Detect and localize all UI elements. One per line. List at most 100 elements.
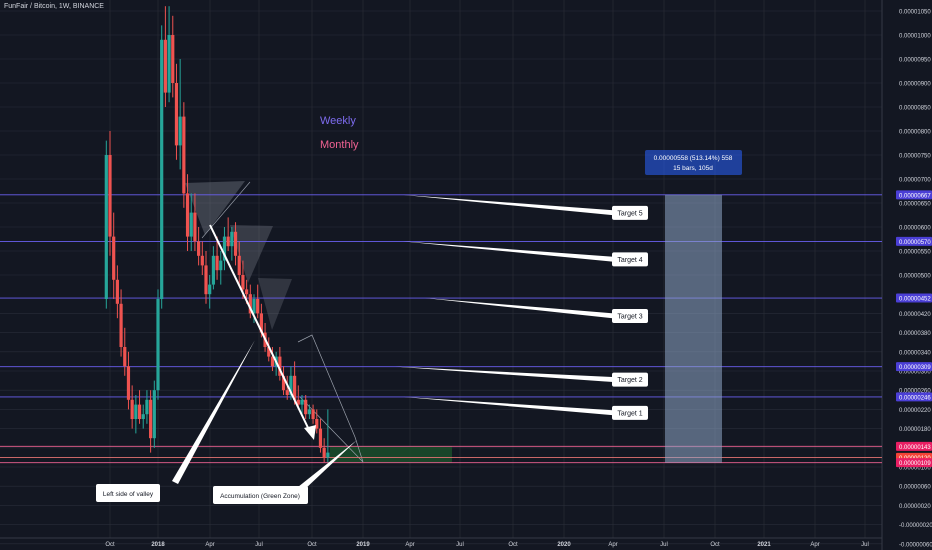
level-price-tag — [896, 293, 932, 303]
y-tick-label: 0.00000750 — [899, 154, 931, 160]
level-price-tag — [896, 190, 932, 200]
target-label: Target 3 — [617, 314, 642, 321]
candle-body — [215, 255, 219, 271]
y-tick-label: 0.00000500 — [899, 274, 931, 280]
y-tick-label: -0.00000060 — [899, 542, 932, 548]
x-tick-label: Oct — [105, 542, 115, 548]
target-label: Target 1 — [617, 410, 642, 417]
y-tick-label: 0.00000420 — [899, 312, 931, 318]
target-box — [612, 205, 648, 220]
candle-body — [296, 399, 300, 405]
target-pointer — [425, 298, 615, 319]
candle-body — [141, 414, 145, 419]
x-tick-label: 2019 — [356, 542, 370, 548]
x-tick-label: Apr — [608, 542, 617, 548]
candle-body — [204, 265, 208, 295]
y-tick-label: 0.00000380 — [899, 331, 931, 337]
candle-body — [123, 347, 127, 367]
annotation-pointer — [298, 440, 357, 490]
candle-body — [208, 284, 212, 295]
projection-measure-text: 0.00000558 (513.14%) 558 — [654, 155, 733, 162]
candle-body — [189, 212, 193, 237]
y-tick-label: 0.00000650 — [899, 202, 931, 208]
wedge-outline — [297, 334, 364, 463]
y-tick-label: 0.00000220 — [899, 408, 931, 414]
x-tick-label: Jul — [861, 542, 869, 548]
y-tick-label: 0.00000600 — [899, 226, 931, 232]
target-pointer — [403, 194, 615, 216]
x-tick-label: Apr — [810, 542, 819, 548]
level-price-tag — [896, 236, 932, 246]
x-tick-label: Jul — [255, 542, 263, 548]
candle-body — [289, 375, 293, 395]
y-tick-label: 0.00000900 — [899, 82, 931, 88]
target-box — [612, 309, 648, 324]
candle-body — [119, 303, 123, 347]
candle-body — [256, 299, 260, 314]
candle-body — [160, 39, 164, 300]
candle-body — [200, 255, 204, 266]
candle-body — [226, 236, 230, 247]
projection-bars-text: 15 bars, 105d — [673, 165, 713, 172]
candle-body — [193, 212, 197, 242]
candle-body — [222, 236, 227, 261]
candle-body — [245, 289, 249, 295]
candle-body — [104, 155, 108, 299]
candle-body — [278, 356, 282, 376]
annotation-pointer — [172, 340, 255, 484]
y-tick-label: 0.00000850 — [899, 106, 931, 112]
candle-body — [248, 294, 252, 314]
level-lines: 0.00000667 0.00000570 0.00000452 0.00000309… — [0, 190, 932, 468]
annotation-label: Accumulation (Green Zone) — [220, 493, 300, 500]
candle-body — [134, 404, 138, 419]
candle-body — [115, 279, 119, 304]
target-callouts: Target 5 Target 4 Target 3 Target 2 Target 1 — [395, 194, 648, 420]
candle-body — [149, 399, 153, 439]
wedge-shape — [258, 278, 292, 330]
target-pointer — [395, 366, 615, 383]
x-axis: Oct 2018 Apr Jul Oct 2019 Apr Jul Oct 2020 Apr Jul O… — [105, 542, 869, 548]
target-box — [612, 372, 648, 387]
annotation-callouts: Left side of valley Accumulation (Green Z… — [96, 340, 357, 504]
y-tick-label: 0.00000180 — [899, 427, 931, 433]
candle-body — [112, 236, 116, 280]
target-pointer — [403, 241, 615, 262]
x-tick-label: Jul — [660, 542, 668, 548]
x-tick-label: Jul — [456, 542, 464, 548]
candle-body — [211, 255, 215, 285]
y-tick-label: 0.00001000 — [899, 34, 931, 40]
level-price-label: 0.00000109 — [899, 461, 931, 467]
projection-box — [665, 194, 722, 463]
y-tick-label: -0.00000020 — [899, 523, 932, 529]
candle-body — [267, 347, 271, 357]
y-tick-label: 0.00000260 — [899, 389, 931, 395]
x-tick-label: Oct — [307, 542, 317, 548]
target-label: Target 2 — [617, 377, 642, 384]
x-tick-label: Oct — [508, 542, 518, 548]
candle-body — [126, 366, 131, 400]
level-price-tag — [896, 392, 932, 402]
candle-body — [285, 390, 289, 395]
wedge-shape — [230, 225, 273, 283]
candle-body — [233, 231, 238, 256]
candle-body — [300, 399, 304, 405]
x-tick-label: Oct — [710, 542, 720, 548]
candle-body — [163, 39, 167, 93]
candle-body — [307, 409, 311, 415]
candle-body — [326, 452, 330, 458]
target-label: Target 4 — [617, 257, 642, 264]
candle-body — [322, 447, 326, 458]
level-price-label: 0.00000667 — [899, 193, 931, 199]
candle-body — [185, 193, 190, 237]
target-label: Target 5 — [617, 210, 642, 217]
candle-body — [252, 299, 256, 314]
x-tick-label: 2020 — [557, 542, 571, 548]
candle-body — [137, 404, 142, 419]
y-tick-label: 0.00001050 — [899, 10, 931, 16]
candle-body — [152, 390, 156, 439]
y-axis: 0.00001050 0.00001000 0.00000950 0.00000900… — [899, 10, 932, 549]
candle-body — [167, 35, 171, 93]
candle-body — [171, 35, 175, 83]
candle-body — [197, 241, 201, 256]
